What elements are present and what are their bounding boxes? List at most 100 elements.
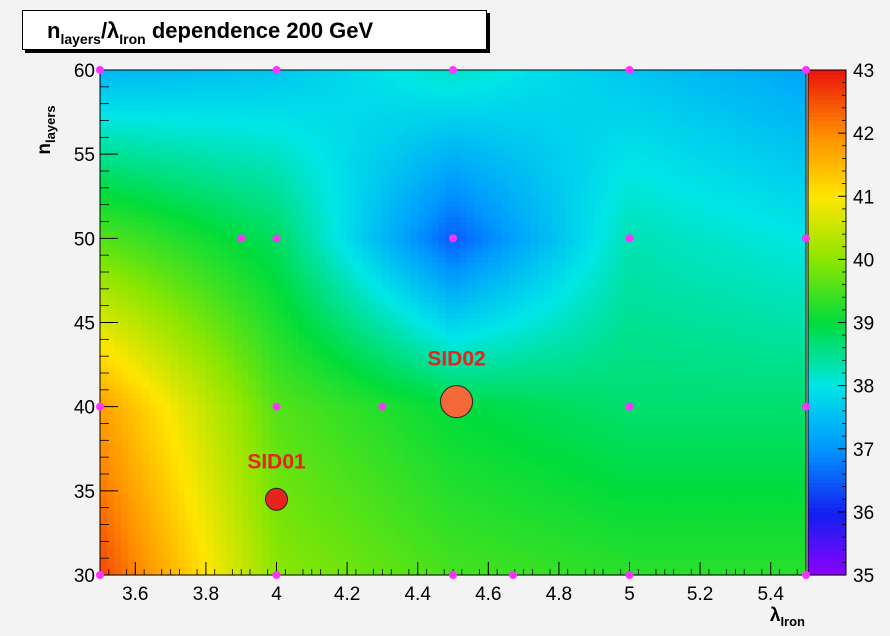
heatmap-cell xyxy=(361,484,369,490)
heatmap-cell xyxy=(241,277,249,283)
heatmap-cell xyxy=(297,272,306,278)
heatmap-cell xyxy=(438,443,447,450)
heatmap-cell xyxy=(396,206,405,212)
heatmap-cell xyxy=(198,120,207,127)
heatmap-cell xyxy=(100,226,108,233)
heatmap-cell xyxy=(417,458,426,465)
heatmap-cell xyxy=(121,307,129,313)
heatmap-cell xyxy=(156,216,165,223)
heatmap-cell xyxy=(276,317,285,324)
heatmap-cell xyxy=(438,549,447,556)
heatmap-cell xyxy=(361,352,369,359)
heatmap-cell xyxy=(220,463,228,470)
heatmap-cell xyxy=(354,539,362,546)
heatmap-cell xyxy=(332,292,341,298)
heatmap-cell xyxy=(297,216,306,223)
heatmap-cell xyxy=(121,413,129,420)
heatmap-cell xyxy=(177,216,186,223)
heatmap-cell xyxy=(177,302,186,308)
heatmap-cell xyxy=(114,287,122,293)
heatmap-cell xyxy=(297,337,306,344)
heatmap-cell xyxy=(318,105,327,111)
heatmap-cell xyxy=(297,443,306,450)
heatmap-cell xyxy=(205,529,214,536)
heatmap-cell xyxy=(438,317,447,324)
heatmap-cell xyxy=(177,474,186,480)
heatmap-cell xyxy=(283,332,292,339)
heatmap-cell xyxy=(220,165,228,172)
heatmap-cell xyxy=(347,443,355,450)
heatmap-cell xyxy=(368,266,376,273)
heatmap-cell xyxy=(156,150,165,157)
heatmap-cell xyxy=(283,145,292,152)
heatmap-cell xyxy=(424,110,433,117)
heatmap-cell xyxy=(417,367,426,374)
heatmap-cell xyxy=(163,514,172,521)
heatmap-cell xyxy=(205,347,214,354)
heatmap-cell xyxy=(121,80,129,86)
heatmap-cell xyxy=(114,261,122,268)
heatmap-cell xyxy=(156,342,165,349)
heatmap-cell xyxy=(234,378,242,384)
heatmap-cell xyxy=(149,463,158,470)
heatmap-cell xyxy=(177,145,186,152)
heatmap-cell xyxy=(445,529,454,536)
heatmap-cell xyxy=(135,479,143,485)
heatmap-cell xyxy=(248,236,256,243)
heatmap-cell xyxy=(311,75,320,81)
heatmap-cell xyxy=(445,347,454,354)
heatmap-cell xyxy=(424,297,433,303)
heatmap-cell xyxy=(212,504,221,510)
heatmap-cell xyxy=(325,398,334,404)
heatmap-cell xyxy=(424,287,433,293)
heatmap-cell xyxy=(128,534,136,541)
heatmap-cell xyxy=(227,80,235,86)
heatmap-cell xyxy=(149,388,158,394)
heatmap-cell xyxy=(396,519,405,526)
heatmap-cell xyxy=(368,312,376,319)
heatmap-cell xyxy=(156,317,165,324)
heatmap-cell xyxy=(121,256,129,263)
heatmap-cell xyxy=(375,453,383,460)
heatmap-cell xyxy=(290,216,299,223)
heatmap-cell xyxy=(156,165,165,172)
heatmap-cell xyxy=(375,539,383,546)
heatmap-cell xyxy=(234,292,242,298)
heatmap-cell xyxy=(149,317,158,324)
heatmap-cell xyxy=(135,428,143,435)
heatmap-cell xyxy=(340,226,348,233)
heatmap-cell xyxy=(445,327,454,334)
heatmap-cell xyxy=(354,438,362,445)
heatmap-cell xyxy=(241,292,249,298)
heatmap-cell xyxy=(424,150,433,157)
heatmap-cell xyxy=(198,201,207,207)
heatmap-cell xyxy=(128,539,136,546)
heatmap-cell xyxy=(142,120,151,127)
heatmap-cell xyxy=(128,433,136,440)
heatmap-cell xyxy=(347,90,355,96)
heatmap-cell xyxy=(325,261,334,268)
heatmap-cell xyxy=(438,302,447,308)
heatmap-cell xyxy=(325,216,334,223)
heatmap-cell xyxy=(332,246,341,253)
heatmap-cell xyxy=(304,342,313,349)
heatmap-cell xyxy=(368,80,376,86)
heatmap-cell xyxy=(121,120,129,127)
heatmap-cell xyxy=(142,226,151,233)
heatmap-cell xyxy=(149,160,158,167)
heatmap-cell xyxy=(368,145,376,152)
heatmap-cell xyxy=(361,90,369,96)
heatmap-cell xyxy=(396,443,405,450)
heatmap-cell xyxy=(255,150,263,157)
heatmap-cell xyxy=(128,302,136,308)
heatmap-cell xyxy=(283,438,292,445)
heatmap-cell xyxy=(396,231,405,238)
heatmap-cell xyxy=(121,160,129,167)
heatmap-cell xyxy=(128,246,136,253)
heatmap-cell xyxy=(198,514,207,521)
heatmap-cell xyxy=(368,171,376,177)
heatmap-cell xyxy=(403,241,412,248)
heatmap-cell xyxy=(375,150,383,157)
heatmap-cell xyxy=(438,418,447,425)
heatmap-cell xyxy=(128,282,136,288)
